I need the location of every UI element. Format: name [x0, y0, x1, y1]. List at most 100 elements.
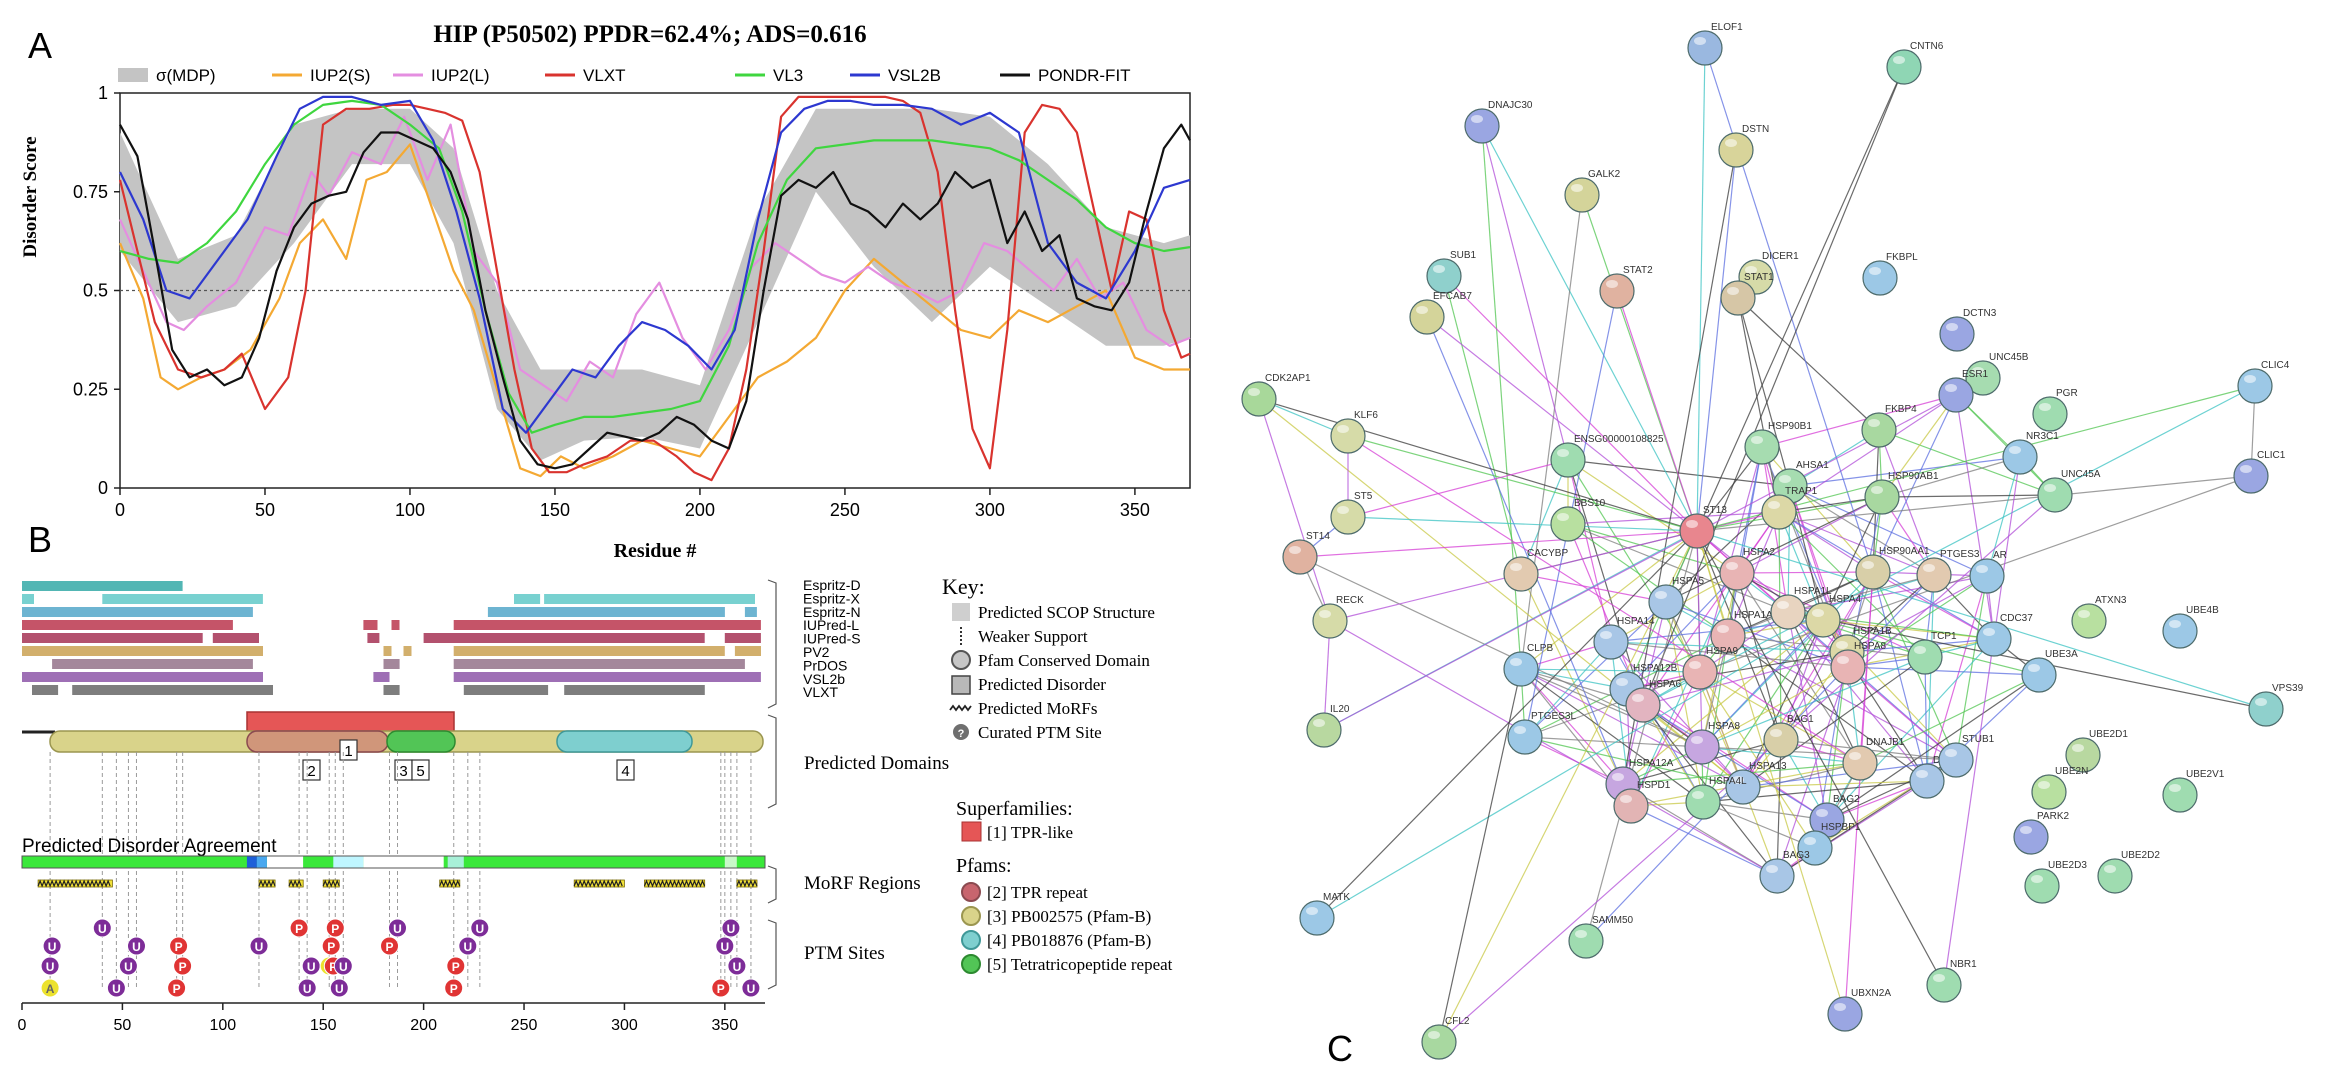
network-node[interactable]: CFL2 — [1421, 1016, 1470, 1060]
network-node[interactable]: UBE3A — [2021, 649, 2078, 693]
network-edge — [1701, 635, 1729, 748]
domain-number-4: 4 — [621, 763, 629, 780]
network-node[interactable]: MATK — [1299, 892, 1350, 936]
network-node[interactable]: CLIC1 — [2233, 450, 2286, 494]
network-node[interactable]: HSP90AA1 — [1855, 546, 1930, 590]
disorder-plot: 0 50 100 150 200 250 300 350 0 0.25 0.5 0.75 1 — [73, 83, 1191, 520]
network-node[interactable]: ST5 — [1330, 491, 1373, 535]
network-node[interactable]: HSPA8 — [1830, 641, 1886, 685]
network-node[interactable]: UNC45B — [1965, 352, 2029, 396]
network-node[interactable]: UBE2V1 — [2162, 769, 2225, 813]
network-node[interactable]: CDC37 — [1976, 613, 2033, 657]
node-sphere — [1299, 900, 1335, 936]
node-sphere — [1503, 556, 1539, 592]
network-node[interactable]: HSPA4L — [1685, 776, 1747, 820]
network-node[interactable]: HSPA9 — [1682, 646, 1738, 690]
network-node[interactable]: SAMM50 — [1568, 915, 1634, 959]
morf-regions-track — [37, 879, 758, 888]
network-node[interactable]: NR3C1 — [2002, 431, 2059, 475]
network-node[interactable]: KLF6 — [1330, 410, 1378, 454]
x-tick-label: 250 — [830, 500, 860, 520]
network-node[interactable]: ESR1 — [1938, 369, 1989, 413]
network-node[interactable]: GALK2 — [1564, 169, 1621, 213]
network-node[interactable]: HSPBP1 — [1797, 822, 1861, 866]
network-node[interactable]: HSPA1L — [1770, 586, 1832, 630]
network-node[interactable]: NBR1 — [1926, 959, 1977, 1003]
network-node[interactable]: HSPA5 — [1648, 576, 1704, 620]
network-node[interactable]: HSPA13 — [1725, 761, 1787, 805]
network-node[interactable]: PTGES3 — [1916, 549, 1980, 593]
network-node[interactable]: CACYBP — [1503, 548, 1568, 592]
agreement-bar-segment — [267, 856, 304, 868]
network-node[interactable]: UBE2D3 — [2024, 860, 2087, 904]
network-node[interactable]: UBE2D1 — [2065, 729, 2128, 773]
network-edge — [1642, 704, 1704, 803]
network-node[interactable]: EFCAB7 — [1409, 291, 1472, 335]
network-node[interactable]: BAG3 — [1759, 850, 1810, 894]
network-node[interactable]: DNAJC30 — [1464, 100, 1533, 144]
network-node[interactable]: BAG1 — [1763, 714, 1814, 758]
network-node[interactable]: AR — [1969, 550, 2007, 594]
node-label: ST14 — [1306, 531, 1330, 542]
network-node[interactable]: ST14 — [1282, 531, 1330, 575]
node-label: BBS10 — [1574, 498, 1606, 509]
network-node[interactable]: PARK2 — [2013, 811, 2069, 855]
network-node[interactable]: UNC45A — [2037, 469, 2101, 513]
node-highlight — [1770, 729, 1782, 737]
network-node[interactable]: ELOF1 — [1687, 22, 1743, 66]
superfamily-swatch-1 — [961, 821, 982, 842]
network-node[interactable]: BBS10 — [1550, 498, 1606, 542]
network-node[interactable]: RECK — [1312, 595, 1364, 639]
network-node[interactable]: TRAP1 — [1761, 486, 1818, 530]
network-node[interactable]: HSP90B1 — [1744, 421, 1812, 465]
network-node[interactable]: CLIC4 — [2237, 360, 2290, 404]
network-node[interactable]: ST13 — [1679, 505, 1727, 549]
network-node[interactable]: ATXN3 — [2071, 595, 2127, 639]
network-node[interactable]: ENSG00000108825 — [1550, 434, 1664, 478]
network-node[interactable]: HSPA4 — [1805, 594, 1861, 638]
network-node[interactable]: HSPD1 — [1613, 780, 1671, 824]
network-node[interactable]: STUB1 — [1938, 734, 1995, 778]
network-node[interactable]: PGR — [2032, 388, 2078, 432]
network-node[interactable]: CDK2AP1 — [1241, 373, 1311, 417]
network-node[interactable]: FKBP4 — [1861, 404, 1917, 448]
network-node[interactable]: STAT1 — [1720, 272, 1774, 316]
network-node[interactable]: DSTN — [1718, 124, 1769, 168]
predictor-track-segment — [423, 633, 705, 643]
node-highlight — [1976, 565, 1988, 573]
network-node[interactable]: UBE2D2 — [2097, 850, 2160, 894]
legend-swatch-sigma-mdp — [118, 68, 148, 82]
node-label: DCTN3 — [1963, 308, 1997, 319]
network-node[interactable]: HSPA2 — [1719, 547, 1775, 591]
pfam-swatch-2 — [961, 882, 981, 902]
network-node[interactable]: HSPA6 — [1625, 679, 1681, 723]
network-node[interactable]: CLPB — [1503, 643, 1553, 687]
network-node[interactable]: UBE4B — [2162, 605, 2219, 649]
network-node[interactable]: HSPA8 — [1684, 721, 1740, 765]
network-node[interactable]: DCTN3 — [1939, 308, 1997, 352]
node-sphere — [1830, 649, 1866, 685]
network-node[interactable]: HSPA1A — [1710, 610, 1773, 654]
superfamilies-title: Superfamilies: — [956, 798, 1073, 820]
network-edge — [1787, 611, 2267, 710]
network-edge — [1567, 511, 1780, 525]
ptm-marker — [380, 936, 399, 956]
network-node[interactable]: CNTN6 — [1886, 41, 1944, 85]
node-sphere — [2162, 777, 2198, 813]
network-node[interactable]: PTGES3L — [1507, 711, 1576, 755]
network-node[interactable]: HSPA14 — [1593, 616, 1655, 660]
network-node[interactable]: UBE2N — [2031, 766, 2088, 810]
chart-title: HIP (P50502) PPDR=62.4%; ADS=0.616 — [433, 21, 866, 48]
network-node[interactable]: SUB1 — [1426, 250, 1477, 294]
network-node[interactable]: HSP90AB1 — [1864, 471, 1939, 515]
network-node[interactable]: STAT2 — [1599, 265, 1653, 309]
network-node[interactable]: FKBPL — [1862, 252, 1918, 296]
network-node[interactable]: IL20 — [1306, 704, 1350, 748]
network-node[interactable]: UBXN2A — [1827, 988, 1891, 1032]
node-sphere — [1886, 49, 1922, 85]
network-node[interactable]: VPS39 — [2248, 683, 2304, 727]
network-node[interactable]: BAG2 — [1809, 794, 1860, 838]
network-node[interactable]: TCP1 — [1907, 631, 1957, 675]
node-sphere — [1564, 177, 1600, 213]
network-node[interactable]: DNAJB1 — [1842, 737, 1905, 781]
